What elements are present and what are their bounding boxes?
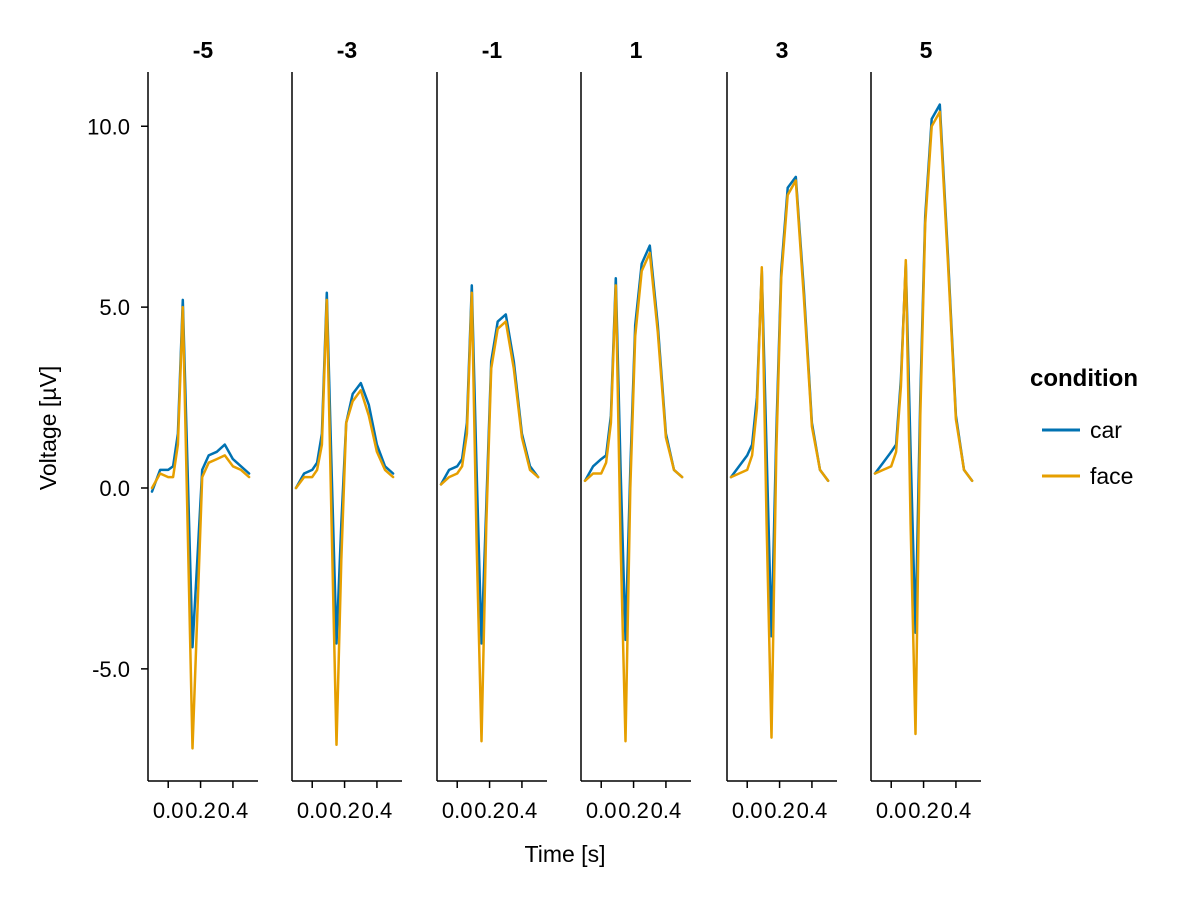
panel: -3 0.0 0.2 0.4 xyxy=(291,37,402,823)
y-tick-label: 5.0 xyxy=(99,295,130,320)
x-axis-label: Time [s] xyxy=(525,841,606,867)
x-tick-label: 0.2 xyxy=(764,798,795,823)
panel: 5 0.0 0.2 0.4 xyxy=(870,37,981,823)
x-tick-label: 0.2 xyxy=(618,798,649,823)
x-tick-label: 0.2 xyxy=(185,798,216,823)
x-tick-label: 0.0 xyxy=(297,798,328,823)
panel-title: 5 xyxy=(920,37,933,63)
panel-title: -1 xyxy=(482,37,503,63)
x-tick-label: 0.0 xyxy=(153,798,184,823)
x-tick-label: 0.4 xyxy=(507,798,538,823)
panel: -1 0.0 0.2 0.4 xyxy=(436,37,547,823)
series-line-face xyxy=(729,179,830,739)
series-line-car xyxy=(729,175,830,638)
x-tick-label: 0.4 xyxy=(797,798,828,823)
panel: 1 0.0 0.2 0.4 xyxy=(580,37,691,823)
series-line-face xyxy=(150,305,251,750)
legend-label-car: car xyxy=(1090,417,1122,443)
y-tick-label: 10.0 xyxy=(87,114,130,139)
series-line-face xyxy=(439,291,540,743)
series-line-car xyxy=(294,291,395,645)
series-line-car xyxy=(150,298,251,649)
series-line-face xyxy=(583,251,684,743)
x-tick-label: 0.0 xyxy=(586,798,617,823)
x-tick-label: 0.0 xyxy=(732,798,763,823)
panel-title: -5 xyxy=(193,37,214,63)
x-tick-label: 0.4 xyxy=(218,798,249,823)
panels-layer: -50.0 0.2 0.4-5.00.05.010.0-30.0 0.2 0.4-10.… xyxy=(87,37,981,823)
x-tick-label: 0.2 xyxy=(474,798,505,823)
panel: 3 0.0 0.2 0.4 xyxy=(726,37,837,823)
legend: condition car face xyxy=(1030,365,1138,489)
series-line-face xyxy=(294,298,395,747)
panel: -50.0 0.2 0.4-5.00.05.010.0 xyxy=(87,37,258,823)
x-tick-label: 0.2 xyxy=(329,798,360,823)
x-tick-label: 0.4 xyxy=(651,798,682,823)
panel-title: 1 xyxy=(630,37,643,63)
series-line-car xyxy=(439,284,540,645)
y-tick-label: 0.0 xyxy=(99,476,130,501)
legend-label-face: face xyxy=(1090,463,1133,489)
series-line-car xyxy=(873,103,974,634)
x-tick-label: 0.4 xyxy=(362,798,393,823)
legend-title: condition xyxy=(1030,365,1138,392)
y-tick-label: -5.0 xyxy=(92,657,130,682)
series-line-face xyxy=(873,110,974,736)
panel-title: 3 xyxy=(776,37,789,63)
x-tick-label: 0.2 xyxy=(908,798,939,823)
x-tick-label: 0.0 xyxy=(876,798,907,823)
x-tick-label: 0.0 xyxy=(442,798,473,823)
panel-title: -3 xyxy=(337,37,357,63)
y-axis-label: Voltage [µV] xyxy=(35,366,61,491)
x-tick-label: 0.4 xyxy=(941,798,972,823)
